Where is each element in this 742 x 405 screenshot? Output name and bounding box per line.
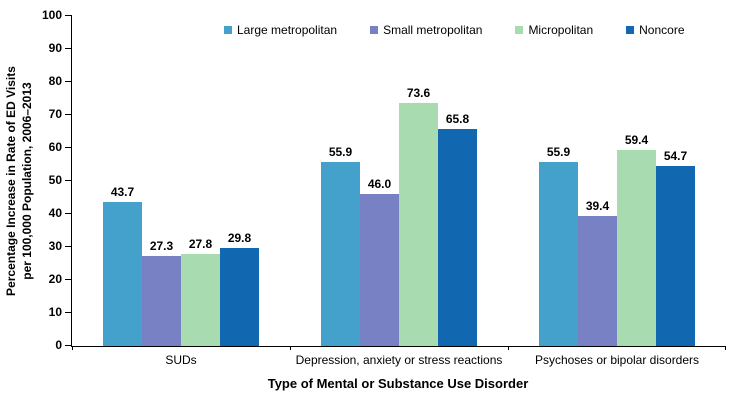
y-tick-label: 20 [48, 272, 62, 286]
bar-value-label: 55.9 [546, 144, 571, 159]
y-tick: 50 [49, 173, 72, 187]
bar-group-depression-anxiety-or-stress-reactions: 55.9 46.0 73.6 65.8 Depression, anxiety or s… [290, 16, 508, 367]
bar-micropolitan: 27.8 [181, 237, 220, 346]
legend-label: Small metropolitan [383, 23, 483, 37]
x-tick [289, 346, 291, 350]
bar-small-metropolitan: 27.3 [142, 239, 181, 346]
x-tick [725, 346, 726, 350]
y-tick-label: 50 [48, 173, 62, 187]
y-tick: 0 [55, 338, 72, 352]
legend-swatch-icon [515, 26, 524, 34]
bar-value-label: 59.4 [624, 132, 649, 147]
bars-row: 55.9 46.0 73.6 65.8 [290, 16, 508, 346]
bar-value-label: 65.8 [445, 111, 470, 126]
y-tick: 30 [49, 239, 72, 253]
category-label: Depression, anxiety or stress reactions [295, 353, 503, 367]
y-tick-label: 70 [48, 107, 62, 121]
bar-value-label: 46.0 [367, 177, 392, 192]
y-tick: 10 [49, 305, 72, 319]
y-tick-label: 100 [41, 8, 62, 22]
y-tick-label: 40 [48, 206, 62, 220]
bar-group-suds: 43.7 27.3 27.8 29.8 SUDs [72, 16, 290, 367]
plot-area: 0 10 20 30 40 50 60 70 80 90 100 43.7 27.3 27.8 29.8 SU… [42, 8, 726, 367]
bar-small-metropolitan: 39.4 [578, 199, 617, 346]
y-tick: 90 [49, 41, 72, 55]
bar-noncore: 54.7 [656, 149, 695, 346]
legend-swatch-icon [626, 26, 635, 34]
legend: Large metropolitan Small metropolitan Micr… [224, 23, 685, 37]
bar-large-metropolitan: 55.9 [539, 145, 578, 346]
y-tick-label: 80 [48, 74, 62, 88]
bar-value-label: 55.9 [328, 144, 353, 159]
legend-swatch-icon [224, 26, 232, 34]
legend-item-noncore: Noncore [626, 23, 685, 37]
x-axis-title: Type of Mental or Substance Use Disorder [267, 376, 529, 391]
x-tick [72, 346, 73, 350]
legend-item-small-metropolitan: Small metropolitan [370, 23, 482, 37]
legend-item-micropolitan: Micropolitan [515, 23, 593, 37]
y-tick-label: 10 [48, 305, 62, 319]
y-tick-label: 30 [48, 239, 62, 253]
bar-large-metropolitan: 55.9 [321, 145, 360, 346]
y-tick: 70 [49, 107, 72, 121]
legend-label: Micropolitan [528, 23, 594, 37]
bar-value-label: 27.8 [188, 237, 213, 252]
bar-micropolitan: 59.4 [617, 133, 656, 346]
y-tick: 80 [49, 74, 72, 88]
y-tick-label: 60 [48, 140, 62, 154]
bar-small-metropolitan: 46.0 [360, 177, 399, 346]
legend-label: Noncore [639, 23, 685, 37]
y-axis-title-line1: Percentage Increase in Rate of ED Visits [4, 66, 18, 296]
bar-value-label: 43.7 [110, 184, 135, 199]
y-tick: 20 [49, 272, 72, 286]
bar-noncore: 29.8 [220, 231, 259, 346]
y-tick-label: 0 [55, 338, 62, 352]
y-tick: 40 [49, 206, 72, 220]
bar-noncore: 65.8 [438, 112, 477, 346]
legend-swatch-icon [370, 26, 379, 34]
bar-group-psychoses-or-bipolar-disorders: 55.9 39.4 59.4 54.7 Psychoses or bipolar dis… [508, 16, 726, 367]
bar-value-label: 27.3 [149, 238, 174, 253]
x-tick [507, 346, 509, 350]
category-label: SUDs [165, 353, 197, 367]
bars-row: 43.7 27.3 27.8 29.8 [72, 16, 290, 346]
legend-item-large-metropolitan: Large metropolitan [224, 23, 337, 37]
y-tick: 100 [42, 8, 72, 22]
y-tick-label: 90 [48, 41, 62, 55]
bar-micropolitan: 73.6 [399, 86, 438, 346]
bar-value-label: 73.6 [406, 86, 431, 101]
bar-value-label: 29.8 [227, 230, 252, 245]
bar-value-label: 39.4 [585, 198, 610, 213]
bar-value-label: 54.7 [663, 148, 688, 163]
legend-label: Large metropolitan [237, 23, 338, 37]
y-tick: 60 [49, 140, 72, 154]
bars-row: 55.9 39.4 59.4 54.7 [508, 16, 726, 346]
category-label: Psychoses or bipolar disorders [534, 353, 700, 367]
bar-large-metropolitan: 43.7 [103, 185, 142, 346]
